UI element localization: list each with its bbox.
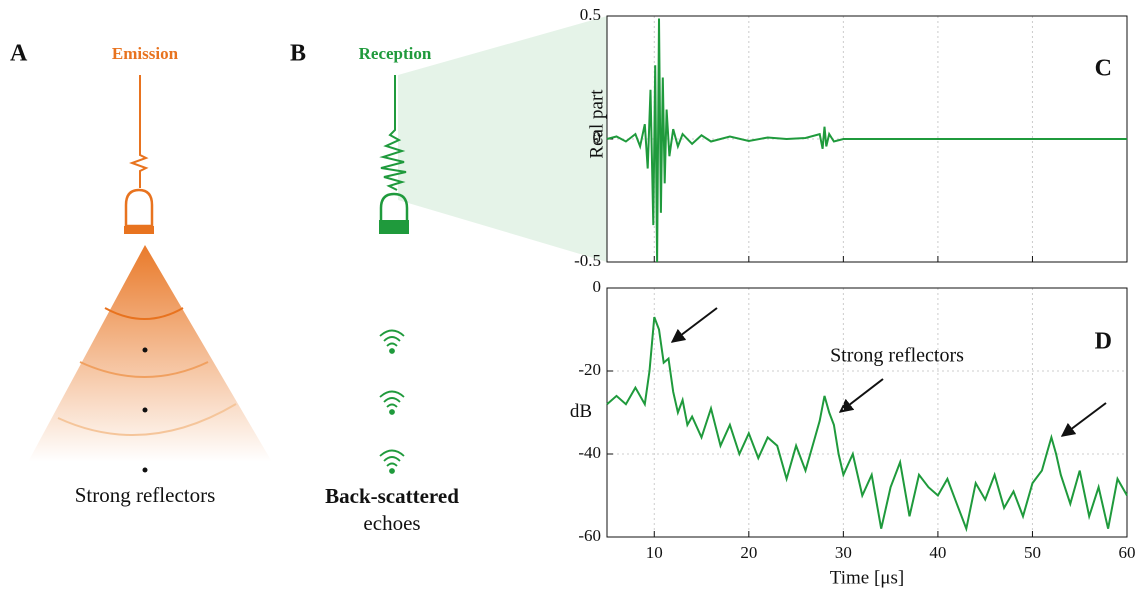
y-axis-label: Real part xyxy=(586,89,607,159)
reflector xyxy=(142,467,148,473)
y-tick-label: -40 xyxy=(578,443,601,462)
y-axis-label: dB xyxy=(570,401,592,422)
reflector xyxy=(142,407,148,413)
y-tick-label: -20 xyxy=(578,360,601,379)
caption: Strong reflectors xyxy=(75,483,216,507)
x-tick-label: 20 xyxy=(740,543,757,562)
transducer-base xyxy=(379,220,409,234)
echo-icons xyxy=(379,329,405,474)
transducer xyxy=(379,192,409,226)
y-tick-label: -0.5 xyxy=(574,251,601,270)
beam-cone xyxy=(28,245,272,462)
zoom-fan xyxy=(398,16,607,262)
x-tick-label: 50 xyxy=(1024,543,1041,562)
transducer xyxy=(124,188,154,228)
signal-line xyxy=(606,18,1127,263)
caption: echoes xyxy=(363,511,420,535)
panel-title: Emission xyxy=(112,44,179,63)
reception-signal xyxy=(379,75,407,191)
wavefront xyxy=(57,403,237,437)
panel-letter: C xyxy=(1095,56,1112,82)
x-tick-label: 40 xyxy=(929,543,946,562)
y-tick-label: -60 xyxy=(578,526,601,545)
y-tick-label: 0 xyxy=(593,277,602,296)
x-tick-label: 10 xyxy=(646,543,663,562)
emission-signal xyxy=(129,75,149,188)
wavefront xyxy=(104,307,184,320)
caption: Back-scattered xyxy=(325,484,459,508)
reflector xyxy=(142,347,148,353)
y-tick-label: 0 xyxy=(593,128,602,147)
x-axis-label: Time [μs] xyxy=(830,567,904,588)
panel-letter: B xyxy=(290,41,306,67)
transducer-base xyxy=(124,226,154,234)
x-tick-label: 60 xyxy=(1119,543,1136,562)
panel-title: Reception xyxy=(359,44,432,63)
wavefront xyxy=(79,361,209,378)
panel-letter: D xyxy=(1095,328,1112,354)
x-tick-label: 30 xyxy=(835,543,852,562)
y-tick-label: 0.5 xyxy=(580,5,601,24)
plot-frame xyxy=(606,287,1128,538)
annotation: Strong reflectors xyxy=(830,345,964,367)
panel-letter: A xyxy=(10,41,28,67)
arrows xyxy=(670,307,1107,437)
signal-line xyxy=(606,316,1128,533)
